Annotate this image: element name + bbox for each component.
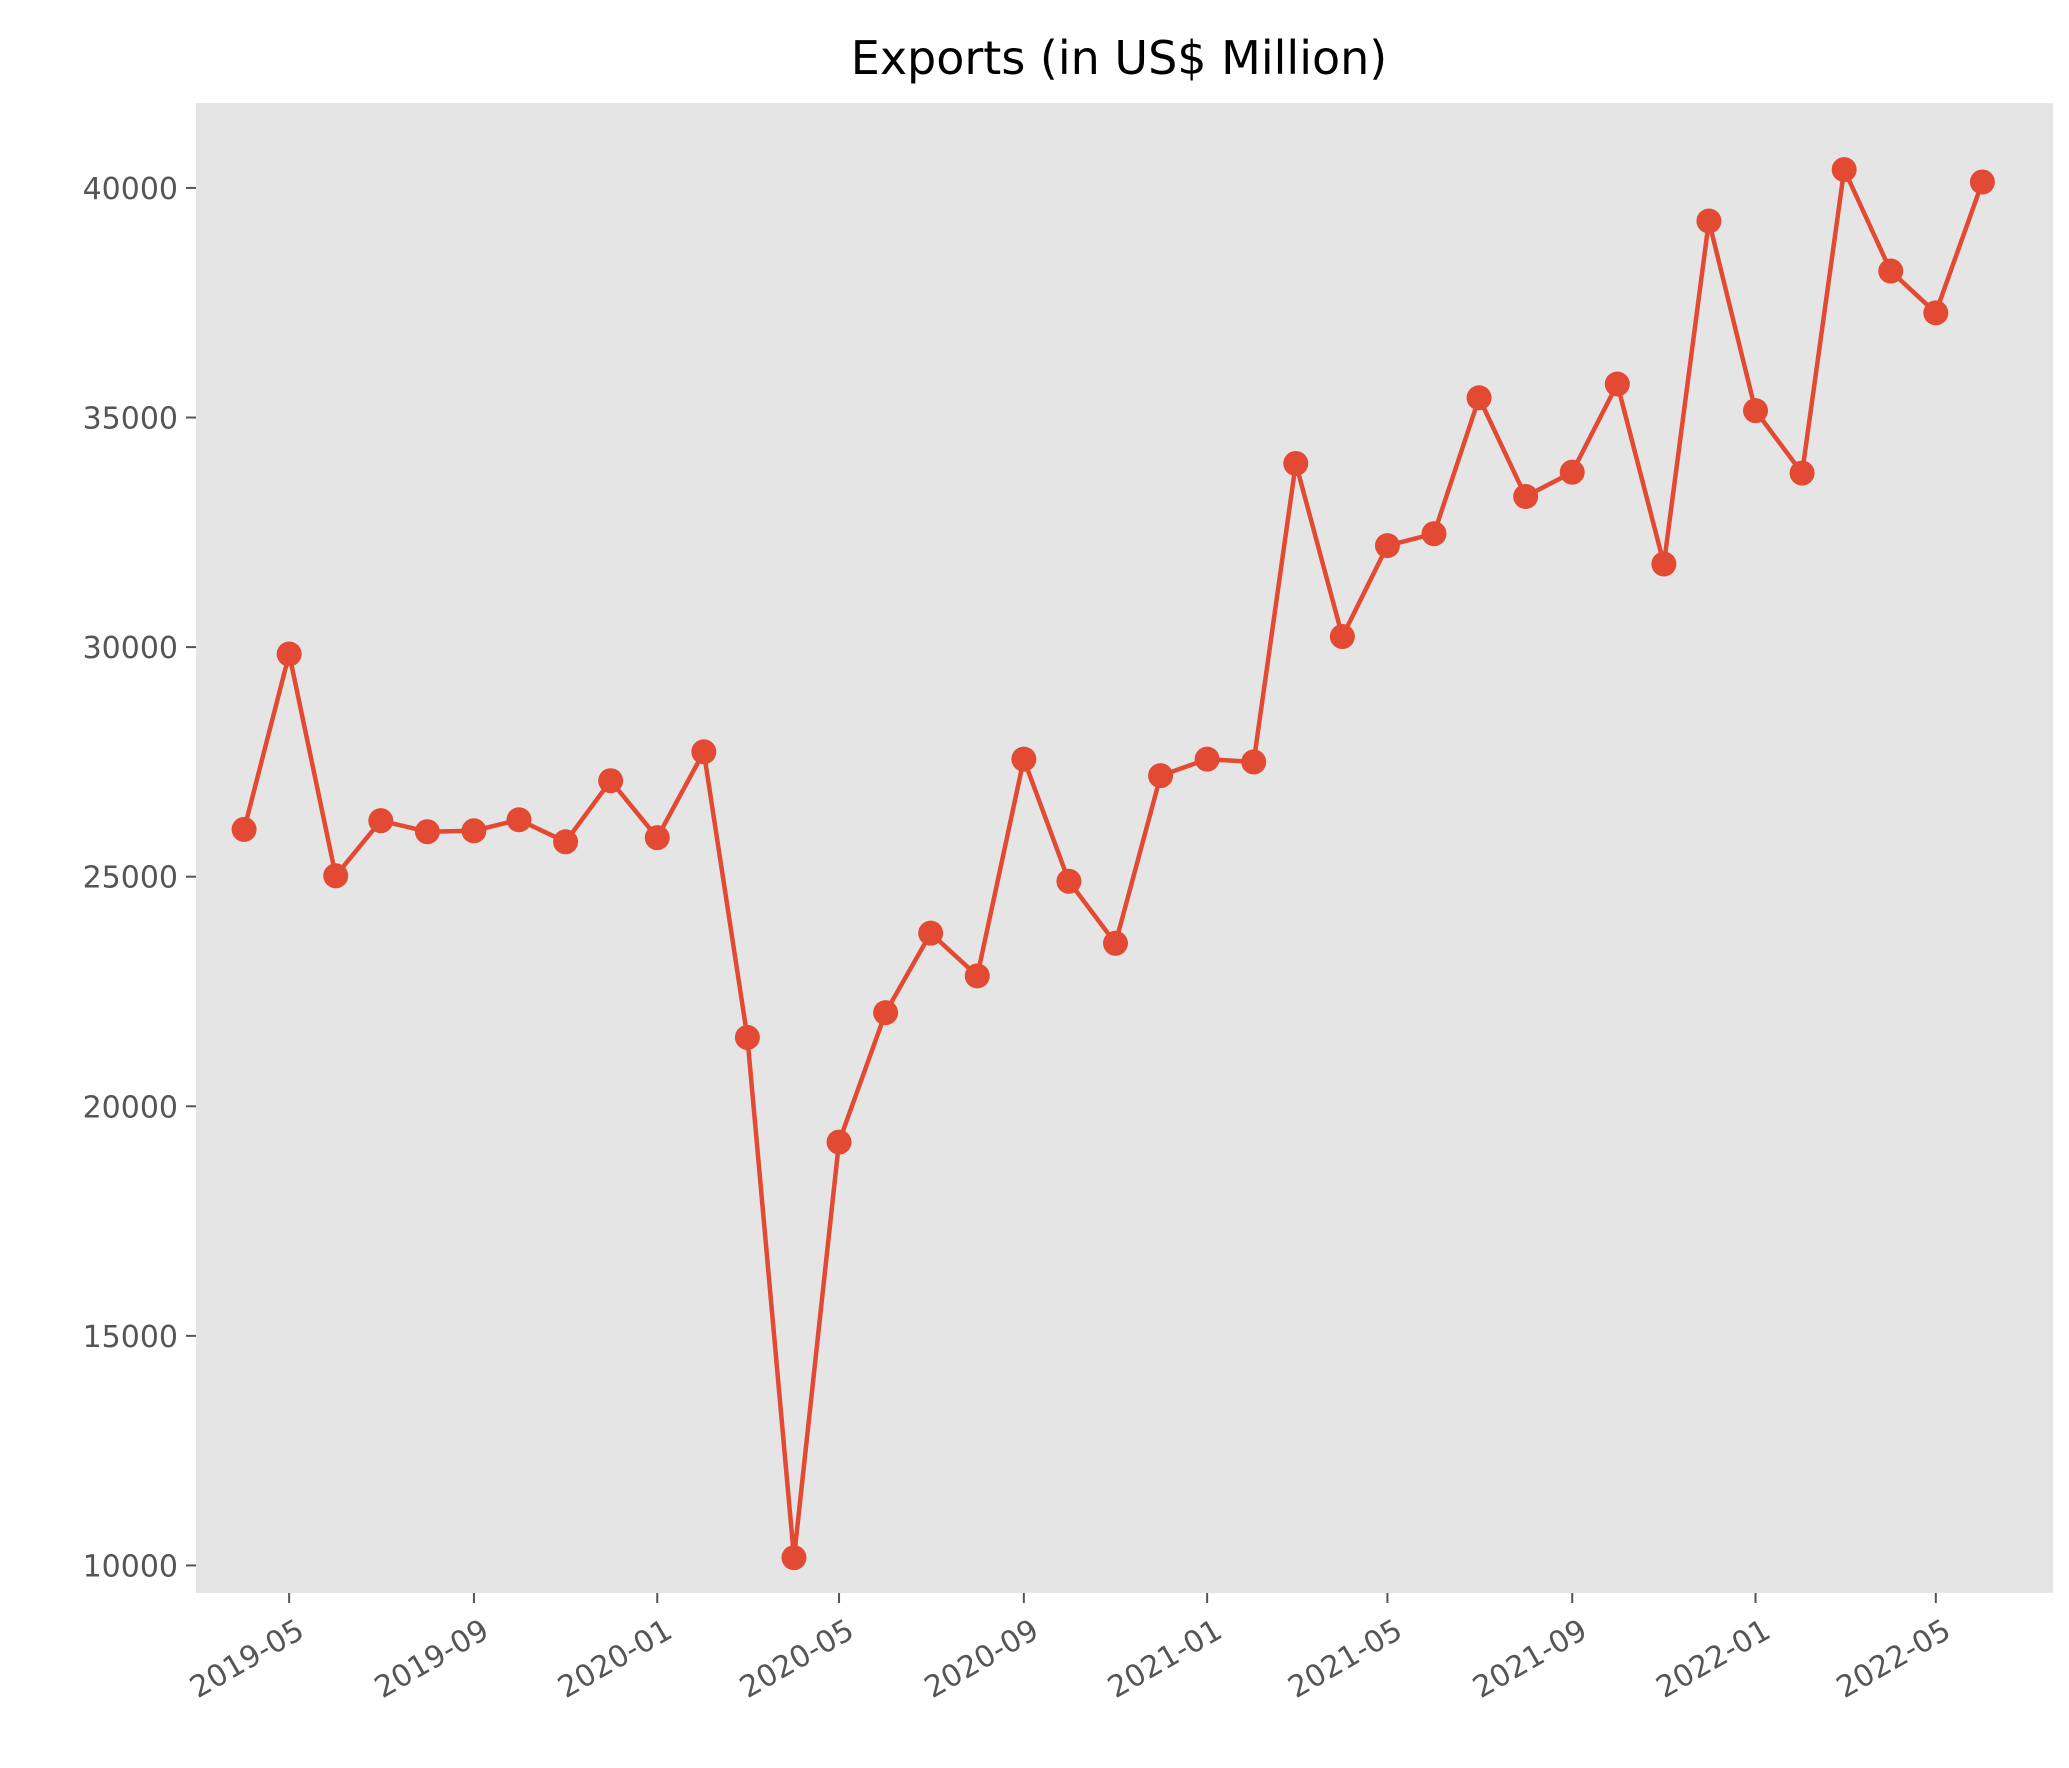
data-point: [644, 825, 670, 851]
data-point: [964, 963, 990, 989]
data-point: [1241, 749, 1267, 775]
series-layer: [231, 157, 1995, 1571]
data-point: [1194, 746, 1220, 772]
data-point: [1011, 746, 1037, 772]
y-tick-label: 25000: [83, 861, 178, 896]
chart-title: Exports (in US$ Million): [851, 31, 1387, 85]
y-tick-label: 10000: [83, 1549, 178, 1584]
x-tick-label: 2019-05: [184, 1613, 310, 1706]
data-point: [826, 1129, 852, 1155]
data-point: [1969, 169, 1995, 195]
data-point: [1604, 371, 1630, 397]
y-tick-label: 30000: [83, 631, 178, 666]
data-point: [1466, 385, 1492, 411]
data-point: [1743, 398, 1769, 424]
data-point: [918, 920, 944, 946]
y-tick-label: 20000: [83, 1090, 178, 1125]
data-point: [1513, 484, 1539, 510]
data-point: [1102, 930, 1128, 956]
x-tick-label: 2020-05: [734, 1613, 860, 1706]
data-point: [691, 739, 717, 765]
x-tick-label: 2020-01: [552, 1613, 678, 1706]
data-point: [1651, 551, 1677, 577]
data-point: [1923, 300, 1949, 326]
x-tick-label: 2021-09: [1467, 1613, 1593, 1706]
y-tick-label: 40000: [83, 172, 178, 207]
data-point: [1789, 460, 1815, 486]
data-point: [368, 808, 394, 834]
plot-area: [196, 103, 2053, 1593]
data-point: [781, 1545, 807, 1571]
data-point: [276, 641, 302, 667]
x-tick-label: 2022-05: [1831, 1613, 1957, 1706]
y-axis: 10000 15000 20000 25000 30000 35000 40000: [83, 172, 196, 1584]
data-point: [1831, 157, 1857, 183]
data-point: [231, 816, 257, 842]
data-point: [1559, 459, 1585, 485]
x-axis: 2019-05 2019-09 2020-01 2020-05 2020-09 2021-…: [184, 1593, 1957, 1706]
x-tick-label: 2021-01: [1102, 1613, 1228, 1706]
x-tick-label: 2021-05: [1282, 1613, 1408, 1706]
x-tick-label: 2022-01: [1650, 1613, 1776, 1706]
data-point: [1148, 763, 1174, 789]
data-point: [598, 768, 624, 794]
x-tick-label: 2019-09: [369, 1613, 495, 1706]
y-tick-label: 35000: [83, 402, 178, 437]
data-point: [506, 807, 532, 833]
data-point: [461, 818, 487, 844]
data-point: [323, 863, 349, 889]
x-tick-label: 2020-09: [919, 1613, 1045, 1706]
data-point: [734, 1024, 760, 1050]
data-point: [414, 819, 440, 845]
data-point: [1374, 533, 1400, 559]
data-point: [1056, 868, 1082, 894]
data-point: [873, 1000, 899, 1026]
y-tick-label: 15000: [83, 1320, 178, 1355]
data-point: [1421, 521, 1447, 547]
data-point: [1878, 258, 1904, 284]
data-point: [1283, 450, 1309, 476]
data-point: [553, 829, 579, 855]
data-point: [1329, 624, 1355, 650]
data-point: [1696, 208, 1722, 234]
